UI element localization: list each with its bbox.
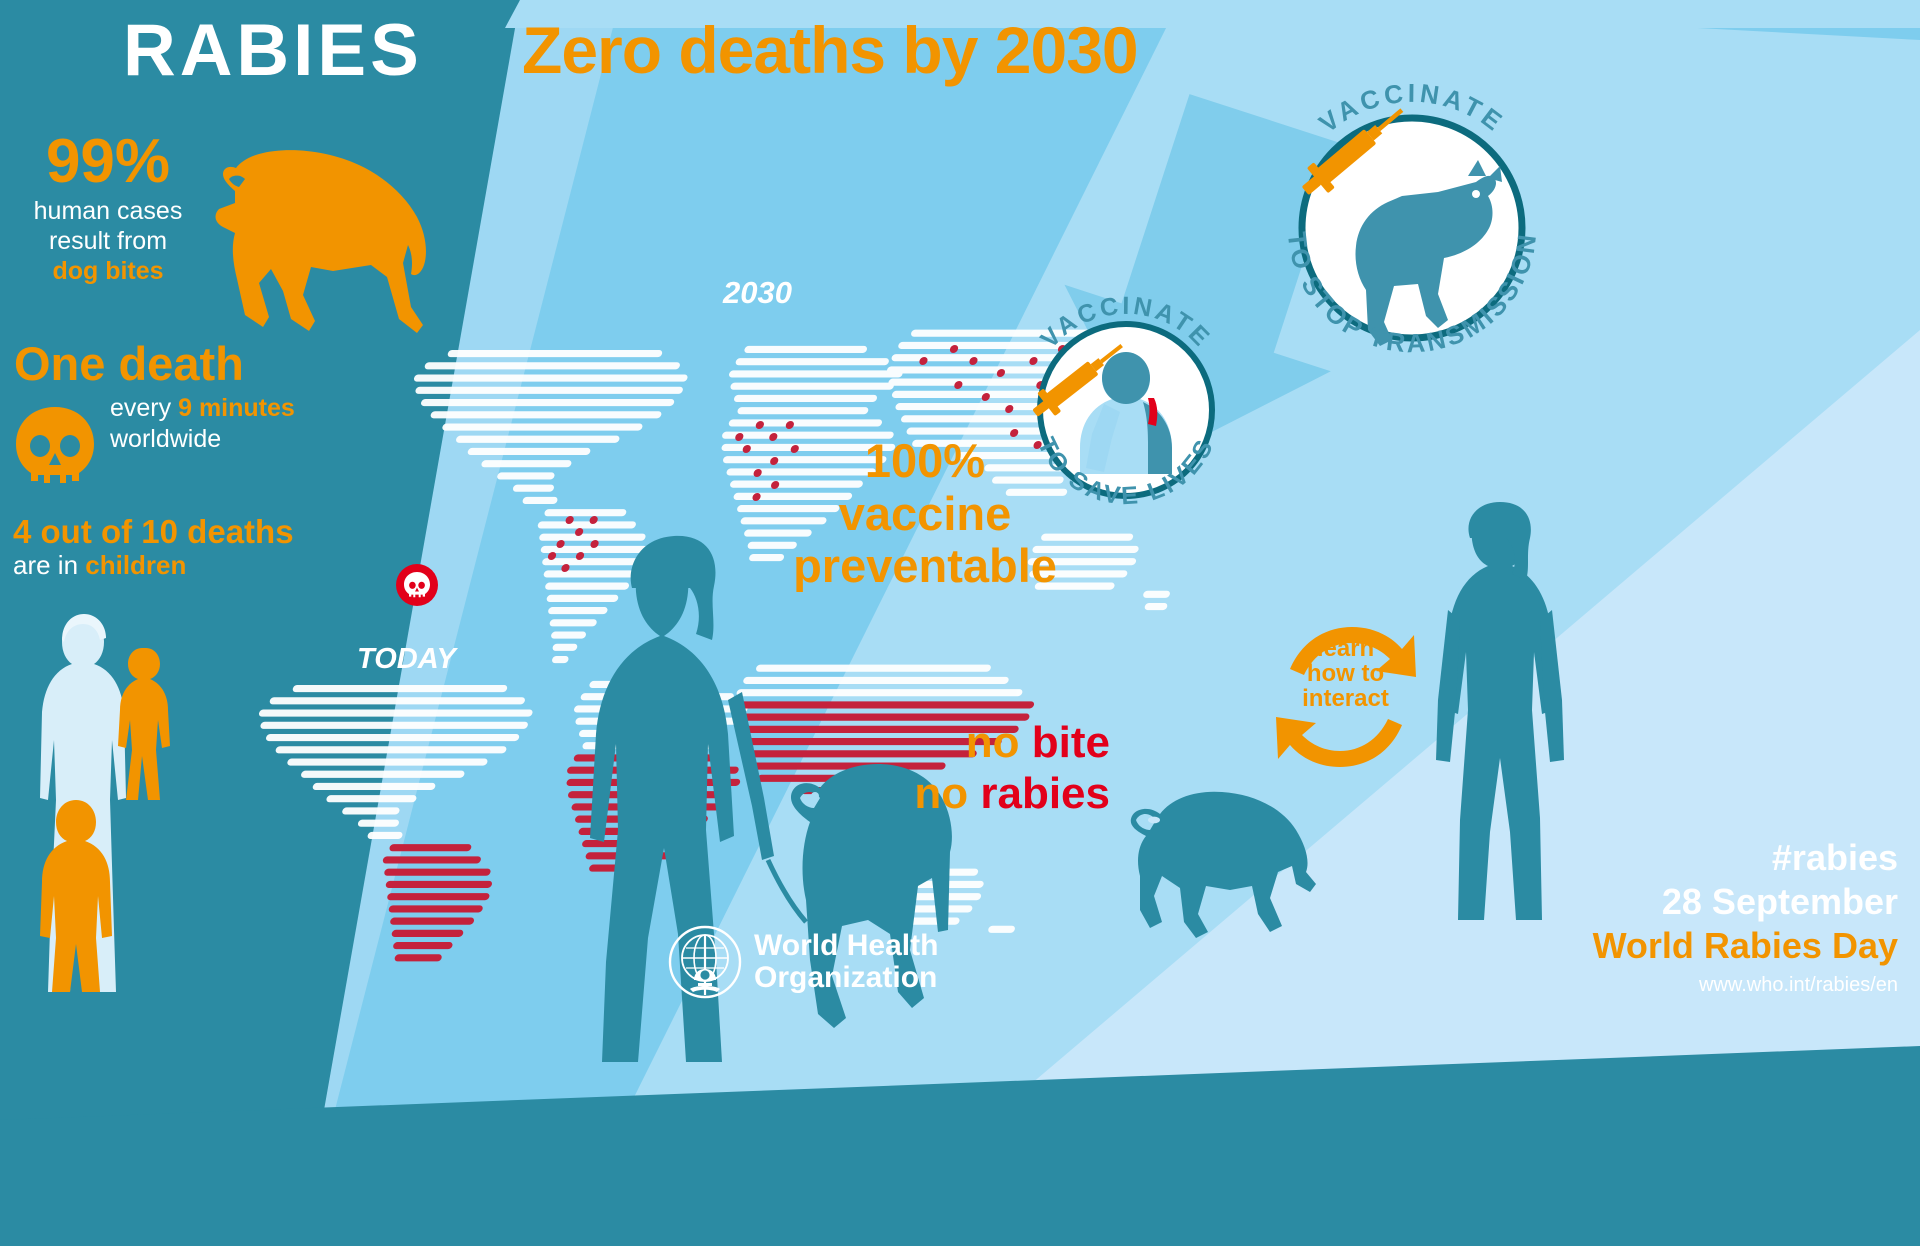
no-bite-line2-highlight: rabies (980, 768, 1110, 818)
who-org-line2: Organization (754, 961, 938, 994)
stat-dog-bites-line3: dog bites (52, 256, 164, 285)
no-bite-line1-highlight: bite (1031, 718, 1110, 767)
stat-dog-bites: 99% human cases result from dog bites (18, 127, 318, 286)
interact-line1: learn (1316, 635, 1375, 662)
no-bite-line1-pre: no (965, 718, 1032, 767)
stat-one-death-headline: One death (14, 337, 244, 390)
vaccine-line3: preventable (793, 539, 1057, 593)
stat-children-sub-pre: are in (13, 549, 86, 580)
vaccine-line1: 100% (864, 434, 986, 487)
standing-person-icon (1436, 502, 1564, 920)
stat-children-headline: 4 out of 10 deaths (13, 513, 294, 550)
footer-url[interactable]: www.who.int/rabies/en (1699, 973, 1898, 996)
map-label-future: 2030 (723, 275, 792, 310)
vaccine-preventable-text: 100% vaccine preventable (755, 434, 1095, 593)
footer-event-name: World Rabies Day (1592, 924, 1898, 966)
woman-walking-dog-silhouette (590, 535, 952, 1062)
playful-dog-icon (1130, 791, 1316, 938)
stat-one-death-sub-highlight: 9 minutes (178, 394, 295, 422)
dog-icon (215, 150, 426, 333)
stat-one-death-sub-line2: worldwide (110, 425, 222, 454)
stat-one-death-sub-pre: every (110, 394, 179, 422)
who-emblem-icon (668, 925, 742, 999)
interact-line2: how to (1306, 659, 1385, 687)
skull-icon (16, 407, 94, 483)
skull-marker-icon (396, 564, 438, 606)
stat-dog-bites-line1: human cases (33, 196, 183, 225)
headline: Zero deaths by 2030 (522, 13, 1139, 87)
footer-hashtag: #rabies (1771, 837, 1898, 878)
learn-how-to-interact-text: learn how to interact (1288, 635, 1403, 712)
who-org-line1: World Health (754, 928, 939, 962)
vaccine-line2: vaccine (838, 486, 1012, 540)
who-logo: World Health Organization (668, 925, 938, 999)
stat-dog-bites-line2: result from (48, 226, 168, 255)
footer-event-block: #rabies 28 September World Rabies Day ww… (1593, 836, 1898, 997)
map-label-today: TODAY (357, 643, 456, 675)
page-title: RABIES (123, 10, 423, 91)
badge-stop-transmission: VACCINATE TO STOP TRANSMISSION (1262, 78, 1562, 378)
stat-children: 4 out of 10 deaths are in children (13, 513, 343, 581)
mother-and-children-icon (40, 614, 170, 992)
no-bite-no-rabies-text: no bite no rabies (860, 718, 1110, 819)
stat-one-death: One death every 9 minutes worldwide (14, 340, 344, 456)
badge-save-lives: VACCINATE TO SAVE LIVES (1008, 292, 1244, 528)
interact-line3: interact (1302, 684, 1389, 712)
stat-dog-bites-value: 99% (45, 127, 171, 196)
stat-children-sub-highlight: children (85, 549, 187, 580)
no-bite-line2-pre: no (914, 768, 981, 818)
footer-date: 28 September (1661, 880, 1898, 922)
circular-arrows-icon (1276, 627, 1416, 767)
